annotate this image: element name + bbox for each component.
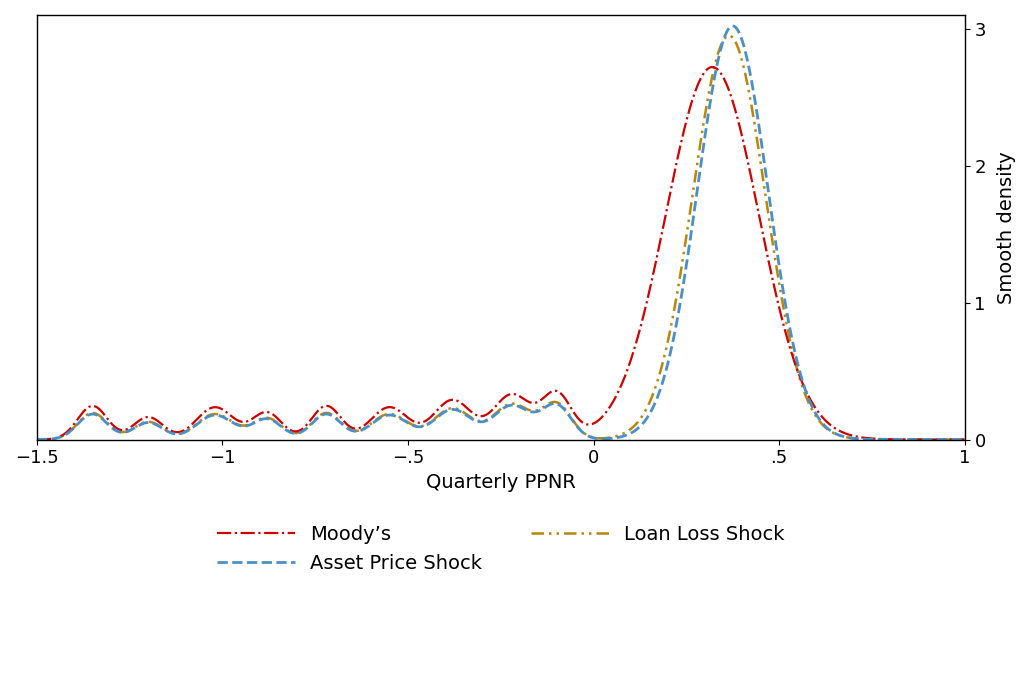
X-axis label: Quarterly PPNR: Quarterly PPNR xyxy=(426,473,575,492)
Legend: Moody’s, Asset Price Shock, Loan Loss Shock: Moody’s, Asset Price Shock, Loan Loss Sh… xyxy=(209,517,793,581)
Y-axis label: Smooth density: Smooth density xyxy=(997,151,1016,304)
